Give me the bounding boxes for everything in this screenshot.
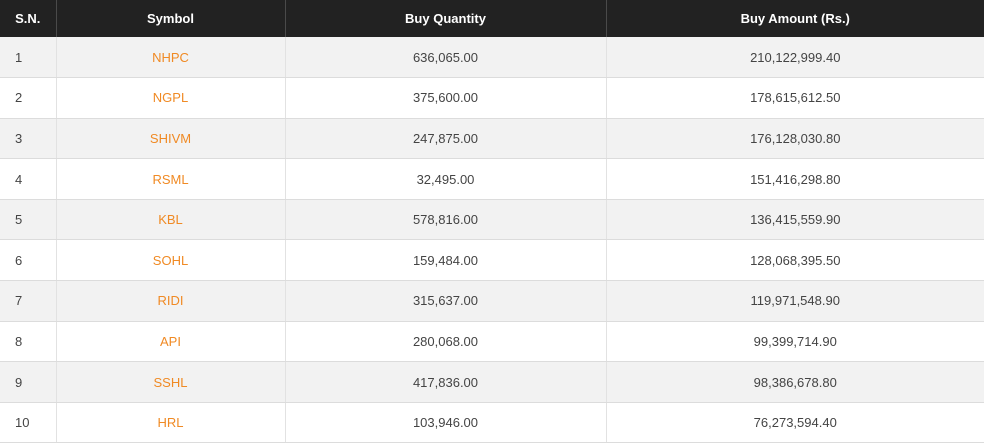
symbol-link[interactable]: RSML [152, 171, 189, 187]
sn-cell: 2 [0, 77, 57, 119]
symbol-link[interactable]: SHIVM [149, 130, 192, 146]
symbol-cell: SOHL [56, 239, 286, 282]
symbol-cell: SSHL [56, 361, 286, 403]
column-header-buy-quantity: Buy Quantity [285, 0, 607, 37]
buy-amount-cell: 99,399,714.90 [606, 321, 984, 363]
symbol-link[interactable]: NGPL [152, 90, 189, 106]
symbol-cell: API [56, 321, 286, 363]
symbol-link[interactable]: SSHL [153, 374, 188, 390]
buy-quantity-cell: 578,816.00 [285, 199, 607, 241]
symbol-link[interactable]: NHPC [152, 49, 189, 65]
buy-quantity-cell: 315,637.00 [285, 280, 607, 322]
symbol-link[interactable]: HRL [157, 415, 184, 431]
table-row: 8 API 280,068.00 99,399,714.90 [0, 321, 984, 363]
sn-cell: 8 [0, 321, 57, 363]
sn-cell: 6 [0, 239, 57, 282]
buy-quantity-cell: 159,484.00 [285, 239, 607, 282]
table-row: 3 SHIVM 247,875.00 176,128,030.80 [0, 118, 984, 160]
table-row: 2 NGPL 375,600.00 178,615,612.50 [0, 77, 984, 119]
sn-cell: 4 [0, 158, 57, 200]
buy-amount-cell: 128,068,395.50 [606, 239, 984, 282]
buy-quantity-cell: 32,495.00 [285, 158, 607, 200]
buy-amount-cell: 151,416,298.80 [606, 158, 984, 200]
symbol-cell: NGPL [56, 77, 286, 119]
sn-cell: 9 [0, 361, 57, 403]
table-row: 10 HRL 103,946.00 76,273,594.40 [0, 402, 984, 444]
symbol-link[interactable]: KBL [158, 212, 183, 228]
table-row: 9 SSHL 417,836.00 98,386,678.80 [0, 361, 984, 403]
column-header-buy-amount: Buy Amount (Rs.) [740, 11, 850, 26]
buy-quantity-cell: 417,836.00 [285, 361, 607, 403]
table-row: 6 SOHL 159,484.00 128,068,395.50 [0, 239, 984, 282]
symbol-cell: RIDI [56, 280, 286, 322]
symbol-link[interactable]: RIDI [157, 293, 184, 309]
buy-quantity-cell: 636,065.00 [285, 37, 607, 79]
buy-amount-cell: 76,273,594.40 [606, 402, 984, 444]
buy-amount-cell: 98,386,678.80 [606, 361, 984, 403]
buy-amount-cell: 136,415,559.90 [606, 199, 984, 241]
table-body: 1 NHPC 636,065.00 210,122,999.40 2 NGPL … [0, 37, 984, 444]
symbol-cell: RSML [56, 158, 286, 200]
sn-cell: 10 [0, 402, 57, 444]
sn-cell: 5 [0, 199, 57, 241]
buy-amount-cell: 176,128,030.80 [606, 118, 984, 160]
table-row: 4 RSML 32,495.00 151,416,298.80 [0, 158, 984, 200]
header-row: S.N. Symbol Buy Quantity Buy Amount (Rs.… [0, 0, 984, 37]
buy-amount-cell: 178,615,612.50 [606, 77, 984, 119]
symbol-link[interactable]: API [160, 333, 181, 349]
table-header: S.N. Symbol Buy Quantity Buy Amount (Rs.… [0, 0, 984, 37]
buy-quantity-cell: 103,946.00 [285, 402, 607, 444]
symbol-cell: HRL [56, 402, 286, 444]
table-row: 5 KBL 578,816.00 136,415,559.90 [0, 199, 984, 241]
column-header-sn: S.N. [0, 0, 57, 37]
table-row: 1 NHPC 636,065.00 210,122,999.40 [0, 37, 984, 79]
symbol-link[interactable]: SOHL [152, 252, 189, 268]
buy-amount-cell: 210,122,999.40 [606, 37, 984, 79]
symbol-cell: SHIVM [56, 118, 286, 160]
buy-amount-cell: 119,971,548.90 [606, 280, 984, 322]
buy-quantity-cell: 247,875.00 [285, 118, 607, 160]
sn-cell: 7 [0, 280, 57, 322]
symbol-cell: KBL [56, 199, 286, 241]
sn-cell: 3 [0, 118, 57, 160]
buy-quantity-cell: 375,600.00 [285, 77, 607, 119]
sn-cell: 1 [0, 37, 57, 79]
column-header-symbol: Symbol [56, 0, 286, 37]
buy-quantity-cell: 280,068.00 [285, 321, 607, 363]
symbol-cell: NHPC [56, 37, 286, 79]
table-row: 7 RIDI 315,637.00 119,971,548.90 [0, 280, 984, 322]
